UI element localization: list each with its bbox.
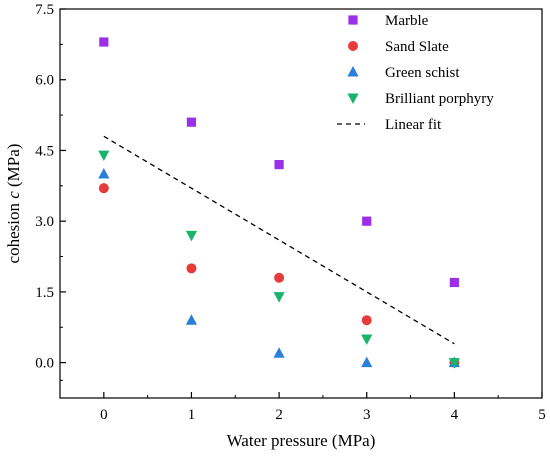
y-tick-label: 1.5 bbox=[35, 285, 54, 301]
legend-brilliant-porphyry-label: Brilliant porphyry bbox=[385, 91, 494, 107]
marble-point bbox=[99, 37, 109, 47]
brilliant-porphyry-point bbox=[273, 292, 285, 303]
linear-fit-line bbox=[103, 135, 455, 345]
x-tick-label: 3 bbox=[363, 407, 371, 423]
x-tick-label: 0 bbox=[100, 407, 108, 423]
sand-slate-point bbox=[98, 183, 109, 194]
legend-brilliant-porphyry-swatch bbox=[347, 93, 359, 104]
green-schist-point bbox=[98, 168, 110, 179]
fit-layer bbox=[103, 135, 455, 345]
green-schist-point bbox=[185, 314, 198, 325]
brilliant-porphyry-point bbox=[448, 358, 460, 369]
x-axis-ticks: 0 1 2 3 4 5 bbox=[100, 392, 546, 423]
x-tick-label: 4 bbox=[451, 407, 459, 423]
sand-slate-point bbox=[186, 263, 197, 274]
y-axis-title-variable: c bbox=[4, 191, 23, 199]
legend-sand-slate-label: Sand Slate bbox=[385, 39, 449, 55]
marble-point bbox=[362, 216, 372, 226]
marble-point bbox=[186, 117, 197, 127]
y-axis-title-suffix: (MPa) bbox=[4, 144, 23, 192]
brilliant-porphyry-point bbox=[185, 230, 198, 242]
y-axis-ticks: 0.0 1.5 3.0 4.5 6.0 7.5 bbox=[35, 2, 66, 381]
y-tick-label: 6.0 bbox=[35, 73, 54, 89]
x-tick-label: 5 bbox=[538, 407, 546, 423]
legend-marble-swatch bbox=[348, 15, 358, 25]
y-tick-label: 7.5 bbox=[35, 2, 54, 18]
legend-green-schist-swatch bbox=[347, 66, 359, 77]
plot-frame bbox=[59, 8, 543, 399]
points-layer bbox=[98, 37, 460, 369]
sand-slate-point bbox=[274, 272, 285, 283]
legend-green-schist-label: Green schist bbox=[385, 65, 460, 81]
brilliant-porphyry-point bbox=[98, 150, 110, 162]
y-axis-title-prefix: cohesion bbox=[4, 199, 23, 264]
legend: Marble Sand Slate Green schist Brilliant po… bbox=[337, 13, 494, 133]
legend-linear-fit-label: Linear fit bbox=[385, 117, 442, 133]
green-schist-point bbox=[273, 347, 285, 358]
x-axis-title: Water pressure (MPa) bbox=[227, 431, 376, 450]
y-tick-label: 4.5 bbox=[35, 143, 54, 159]
y-tick-label: 0.0 bbox=[35, 356, 54, 372]
brilliant-porphyry-point bbox=[361, 334, 373, 346]
x-tick-label: 2 bbox=[275, 407, 283, 423]
y-axis-title: cohesion c (MPa) bbox=[4, 144, 23, 264]
legend-sand-slate-swatch bbox=[348, 41, 358, 51]
legend-marble-label: Marble bbox=[385, 13, 429, 29]
y-tick-label: 3.0 bbox=[35, 214, 54, 230]
x-tick-label: 1 bbox=[188, 407, 196, 423]
marble-point bbox=[449, 277, 459, 288]
green-schist-point bbox=[361, 356, 373, 368]
sand-slate-point bbox=[361, 315, 372, 326]
marble-point bbox=[274, 160, 284, 170]
